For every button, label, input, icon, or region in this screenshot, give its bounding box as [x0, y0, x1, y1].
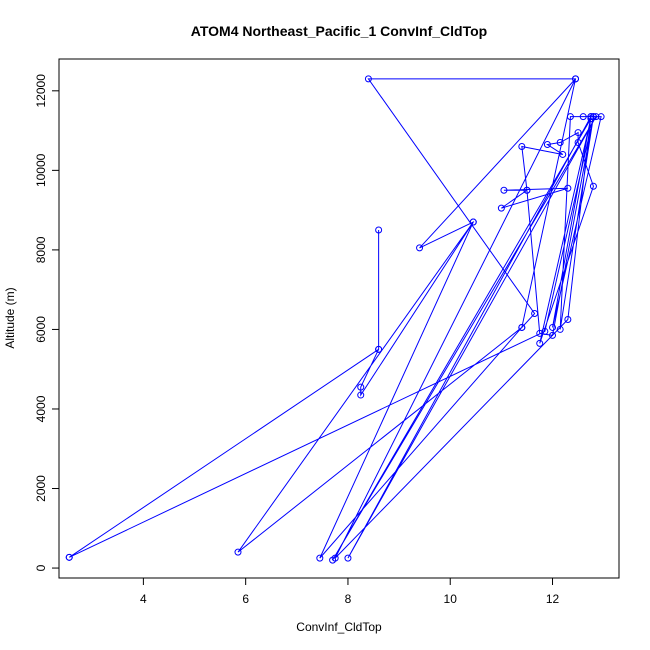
y-tick-label: 2000 [34, 475, 48, 502]
data-point [574, 129, 582, 137]
y-tick-label: 10000 [34, 153, 48, 187]
data-point [572, 75, 580, 83]
series-line [68, 78, 602, 561]
data-point [523, 186, 531, 194]
series-layer [65, 75, 605, 564]
data-point [331, 554, 339, 562]
data-point [536, 329, 544, 337]
data-point [556, 325, 564, 333]
x-tick-label: 4 [140, 592, 147, 606]
data-point [234, 548, 242, 556]
data-point [316, 554, 324, 562]
data-point [416, 244, 424, 252]
data-point [579, 113, 587, 121]
data-point [344, 554, 352, 562]
data-point [589, 182, 597, 190]
data-point [531, 310, 539, 318]
data-point [518, 323, 526, 331]
data-point [559, 150, 567, 158]
data-point [543, 141, 551, 149]
y-tick-label: 4000 [34, 395, 48, 422]
y-tick-label: 6000 [34, 316, 48, 343]
data-point [549, 331, 557, 339]
y-tick-label: 0 [34, 564, 48, 571]
x-tick-label: 12 [546, 592, 560, 606]
data-point [469, 218, 477, 226]
y-tick-label: 12000 [34, 74, 48, 108]
data-point [536, 339, 544, 347]
data-point [564, 184, 572, 192]
data-point [587, 113, 595, 121]
y-tick-label: 8000 [34, 236, 48, 263]
data-point [564, 315, 572, 323]
plot-frame [58, 58, 620, 579]
x-tick-label: 10 [444, 592, 458, 606]
data-point [65, 553, 73, 561]
data-point [597, 113, 605, 121]
y-axis: 0 2000 4000 6000 8000 10000 12000 [34, 74, 59, 571]
data-point [549, 323, 557, 331]
data-point [375, 345, 383, 353]
data-point [357, 391, 365, 399]
data-point [357, 383, 365, 391]
x-tick-label: 8 [345, 592, 352, 606]
chart-title: ATOM4 Northeast_Pacific_1 ConvInf_CldTop [191, 23, 487, 39]
data-point [497, 204, 505, 212]
x-axis: 4 6 8 10 12 [140, 578, 560, 606]
y-axis-label: Altitude (m) [3, 287, 17, 348]
data-point [566, 113, 574, 121]
data-point [589, 113, 597, 121]
data-point [500, 186, 508, 194]
data-point [574, 139, 582, 147]
data-point [364, 75, 372, 83]
x-axis-label: ConvInf_CldTop [296, 620, 382, 634]
data-point [556, 139, 564, 147]
x-tick-label: 6 [242, 592, 249, 606]
data-point [375, 226, 383, 234]
data-point [518, 142, 526, 150]
